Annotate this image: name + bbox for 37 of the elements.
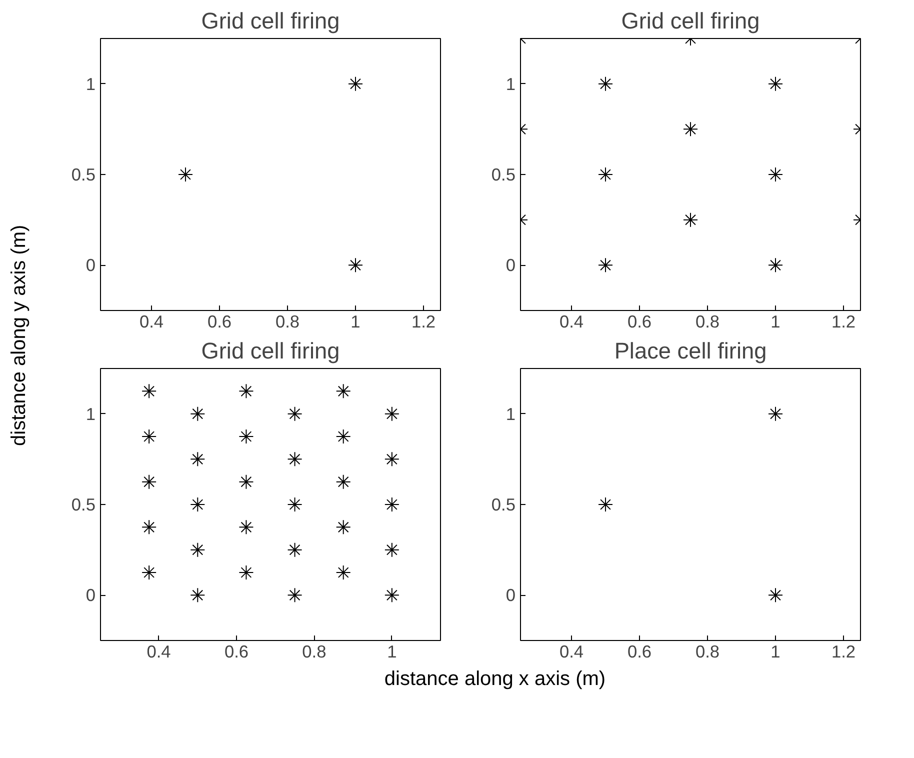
x-tick-label: 1: [770, 312, 780, 332]
y-tick-label: 0.5: [71, 164, 96, 184]
x-tick-label: 1: [387, 642, 397, 662]
chart-title: Place cell firing: [614, 338, 767, 364]
y-tick-label: 0: [506, 255, 516, 276]
y-axis-title: distance along y axis (m): [7, 224, 31, 446]
x-tick-label: 1: [350, 312, 360, 332]
y-tick-label: 1: [506, 74, 516, 94]
x-tick-label: 0.6: [224, 642, 249, 662]
y-tick-label: 0.5: [71, 494, 96, 514]
x-tick-label: 0.8: [695, 312, 720, 332]
y-tick-label: 0.5: [491, 494, 516, 514]
x-tick-label: 1.2: [831, 312, 856, 332]
x-tick-label: 1.2: [411, 312, 436, 332]
x-tick-label: 0.4: [146, 642, 172, 662]
x-tick-label: 0.6: [627, 642, 652, 662]
x-tick-label: 0.6: [627, 312, 652, 332]
x-tick-label: 1.2: [831, 642, 856, 662]
chart-title: Grid cell firing: [201, 338, 340, 364]
y-tick-label: 0: [506, 585, 516, 606]
x-axis-title: distance along x axis (m): [384, 667, 606, 692]
y-tick-label: 0: [86, 585, 96, 606]
x-tick-label: 0.8: [275, 312, 300, 332]
y-tick-label: 1: [506, 404, 516, 424]
y-tick-label: 1: [86, 74, 96, 94]
x-tick-label: 0.8: [695, 642, 720, 662]
y-tick-label: 0: [86, 255, 96, 276]
x-tick-label: 1: [770, 642, 780, 662]
y-tick-label: 0.5: [491, 164, 516, 184]
x-tick-label: 0.4: [139, 312, 164, 332]
x-tick-label: 0.6: [207, 312, 232, 332]
chart-title: Grid cell firing: [201, 8, 340, 34]
x-tick-label: 0.8: [302, 642, 326, 662]
x-tick-label: 0.4: [559, 312, 584, 332]
y-tick-label: 1: [86, 404, 96, 424]
chart-title: Grid cell firing: [621, 8, 760, 34]
x-tick-label: 0.4: [559, 642, 584, 662]
